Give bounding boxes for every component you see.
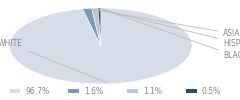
FancyBboxPatch shape — [127, 89, 138, 93]
Wedge shape — [98, 8, 101, 46]
Text: ASIAN: ASIAN — [90, 9, 240, 39]
Text: 96.7%: 96.7% — [25, 86, 49, 96]
Wedge shape — [10, 8, 192, 84]
FancyBboxPatch shape — [186, 89, 197, 93]
Text: 1.6%: 1.6% — [84, 86, 103, 96]
Wedge shape — [83, 8, 101, 46]
FancyBboxPatch shape — [10, 89, 20, 93]
Text: 1.1%: 1.1% — [143, 86, 162, 96]
Wedge shape — [92, 8, 101, 46]
Text: 0.5%: 0.5% — [202, 86, 221, 96]
FancyBboxPatch shape — [68, 89, 79, 93]
Text: BLACK: BLACK — [102, 9, 240, 60]
Text: WHITE: WHITE — [0, 40, 107, 83]
Text: HISPANIC: HISPANIC — [97, 9, 240, 48]
